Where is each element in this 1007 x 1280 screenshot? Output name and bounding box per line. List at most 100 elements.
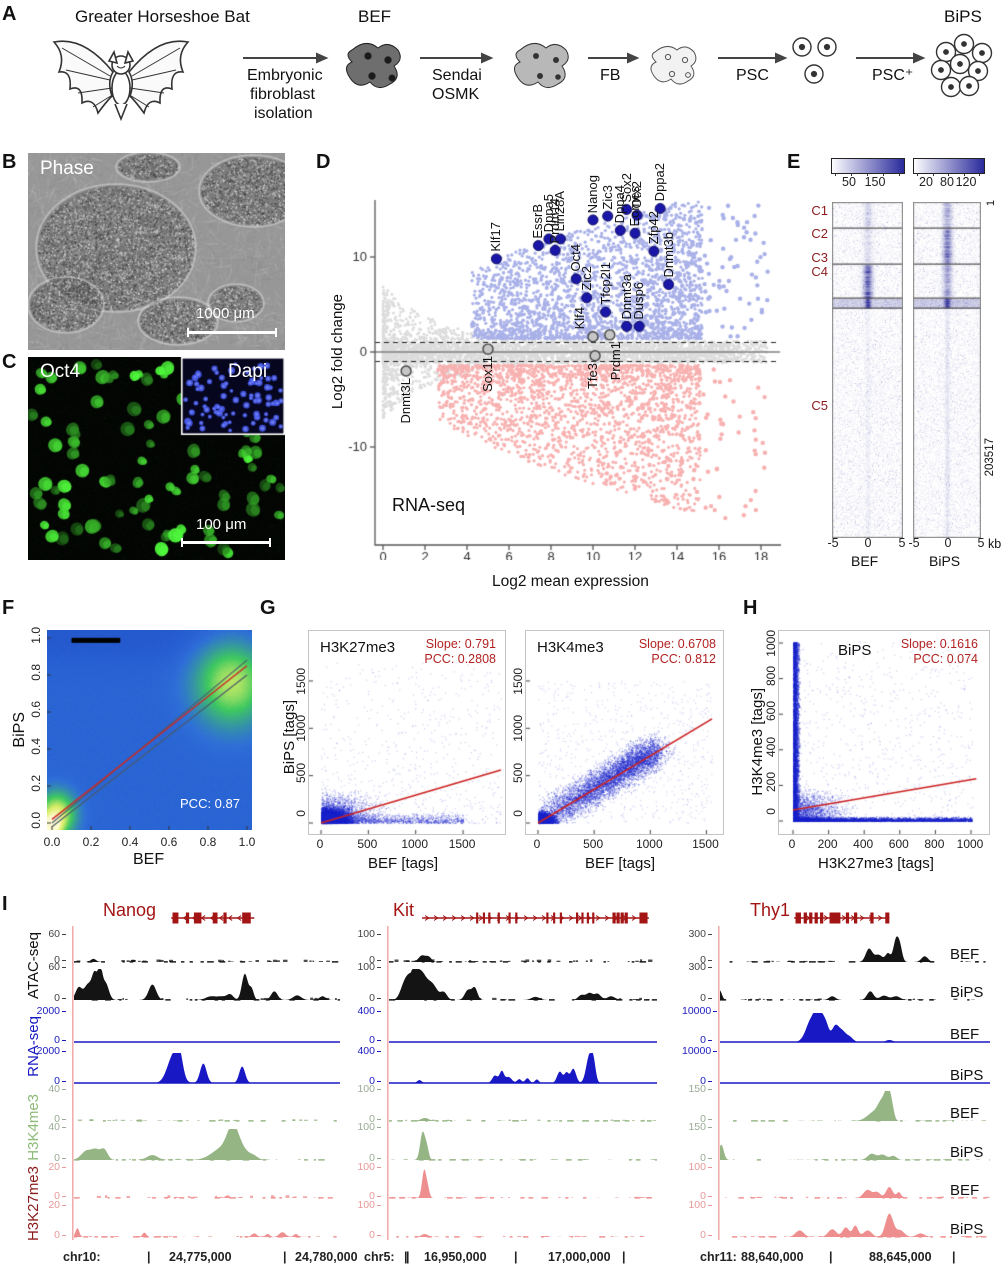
panel-f-label: F (2, 597, 15, 619)
bat-drawing (52, 40, 190, 122)
scatter-ytick: 1000 (294, 715, 308, 742)
scatter-xtick: 400 (853, 837, 874, 851)
colorbar-bef (831, 158, 905, 174)
scatter-xtick: 0 (788, 837, 796, 851)
assay-label: ATAC-seq (25, 932, 42, 999)
heatmap-bips (913, 202, 981, 538)
scatter-ytick: 1000 (511, 715, 525, 742)
heatmap-xtick: 0 (944, 536, 952, 550)
track-sample-label: BEF (950, 946, 980, 963)
transduced-cells-drawing (514, 43, 569, 88)
colorbar-tickmark (948, 173, 949, 176)
track-scale-max: 150 (682, 1121, 712, 1133)
bips-bivalency-scatter-canvas (778, 630, 990, 835)
track-sample-label: BEF (950, 1182, 980, 1199)
scatter-xtick: 0 (316, 837, 324, 851)
scatter-xtick: 1000 (401, 837, 429, 851)
d-xlabel: Log2 mean expression (492, 573, 649, 590)
track-scale-max: 2000 (36, 1005, 66, 1017)
h-xlabel: H3K27me3 [tags] (818, 855, 934, 872)
heatmap-xtick: 5 (898, 536, 906, 550)
panel-g-label: G (260, 597, 276, 619)
chrom-coordinate: 24,780,000 (295, 1250, 358, 1264)
track-scale-zero: 0 (682, 1229, 712, 1241)
panel-a-title: Greater Horseshoe Bat (75, 7, 250, 26)
chrom-coordinate: chr5: (364, 1250, 395, 1264)
heatmap-xtick: 0 (864, 536, 872, 550)
track-sample-label: BiPS (950, 1067, 984, 1084)
track-scale-zero: 0 (682, 1075, 712, 1087)
scatter-xtick: 500 (357, 837, 378, 851)
scatter-xtick: 1500 (692, 837, 719, 851)
scatter-xtick: 200 (817, 837, 838, 851)
scatter-xtick: 1000 (635, 837, 663, 851)
f-xtick: 0.4 (121, 835, 139, 849)
f-ytick: 0.8 (29, 664, 43, 681)
chrom-coordinate: | (283, 1250, 287, 1264)
gene-label: Zic2 (578, 266, 594, 291)
gene-label: Sox11 (480, 356, 495, 393)
track-scale-max: 60 (36, 928, 66, 940)
f-pcc: PCC: 0.87 (180, 796, 240, 811)
g-left-pcc: PCC: 0.2808 (424, 652, 496, 666)
step5-label: PSC⁺ (872, 67, 914, 84)
colorbar-tickmark (835, 173, 836, 176)
genome-region-svg (387, 912, 657, 1240)
panel-c-label: C (2, 351, 17, 373)
track-scale-zero: 0 (36, 1190, 66, 1202)
f-ytick: 0.2 (29, 775, 43, 792)
heatmap-first-row: 1 (985, 200, 997, 207)
bips-colony-drawing (930, 33, 993, 98)
flow-arrows (243, 52, 926, 64)
scatter-ytick: 800 (764, 665, 778, 686)
cluster-label: C2 (811, 226, 828, 241)
colorbar-tick: 150 (864, 175, 886, 189)
track-scale-zero: 0 (682, 992, 712, 1004)
assay-label: H3K27me3 (25, 1166, 42, 1242)
track-scale-zero: 0 (682, 1152, 712, 1164)
track-scale-max: 300 (682, 961, 712, 973)
f-xtick: 0.6 (160, 835, 178, 849)
track-scale-zero: 0 (682, 1113, 712, 1125)
track-scale-max: 100 (682, 1199, 712, 1211)
h-slope: Slope: 0.1616 (900, 637, 978, 651)
track-scale-max: 40 (36, 1121, 66, 1133)
track-scale-max: 100 (351, 1161, 381, 1173)
panel-e-label: E (787, 151, 801, 173)
track-scale-max: 100 (682, 1161, 712, 1173)
track-scale-max: 10000 (682, 1045, 712, 1057)
track-scale-zero: 0 (36, 954, 66, 966)
scatter-xtick: 1000 (956, 837, 984, 851)
psc-colonies-drawing (792, 37, 837, 84)
region-gene-name: Kit (393, 900, 415, 920)
gene-label: Klf4 (572, 307, 587, 330)
scatter-ytick: 0 (764, 808, 778, 815)
track-scale-max: 60 (36, 961, 66, 973)
step1-line1: Embryonic (247, 67, 323, 84)
colorbar-tickmark (932, 173, 934, 176)
track-scale-max: 20 (36, 1161, 66, 1173)
bef-cells-drawing (346, 43, 401, 88)
scatter-ytick: 1000 (764, 630, 778, 657)
colorbar-tick: 80 (940, 175, 954, 189)
d-ylabel: Log2 fold change (329, 294, 346, 410)
chrom-coordinate: | (829, 1250, 833, 1264)
h-sample-tag: BiPS (838, 642, 872, 659)
track-scale-zero: 0 (351, 992, 381, 1004)
track-scale-max: 400 (351, 1045, 381, 1057)
d-assay-tag: RNA-seq (392, 495, 466, 515)
f-ytick: 0.4 (29, 738, 43, 755)
scatter-ytick: 500 (294, 762, 308, 783)
genome-region-svg (72, 912, 340, 1240)
track-scale-max: 100 (351, 1083, 381, 1095)
cluster-label: C5 (811, 398, 828, 413)
track-scale-max: 40 (36, 1083, 66, 1095)
gene-label: Dnmt3b (660, 232, 676, 278)
f-ytick: 0.0 (29, 812, 43, 829)
track-scale-max: 150 (682, 1083, 712, 1095)
track-scale-zero: 0 (351, 1229, 381, 1241)
panel-b-label: B (2, 151, 17, 173)
g-left-slope: Slope: 0.791 (425, 637, 496, 651)
fb-cells-drawing (650, 46, 697, 85)
